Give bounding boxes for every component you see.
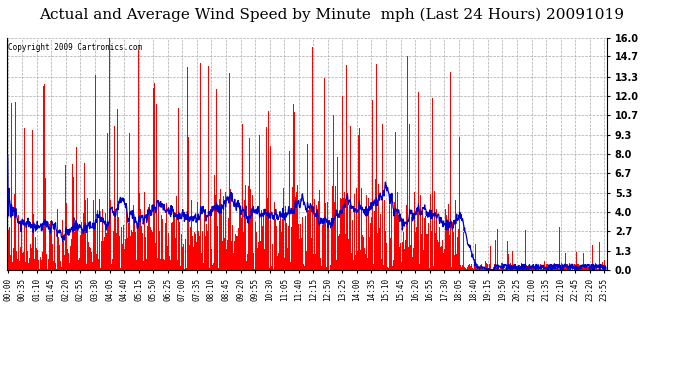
Text: Actual and Average Wind Speed by Minute  mph (Last 24 Hours) 20091019: Actual and Average Wind Speed by Minute … [39, 8, 624, 22]
Text: Copyright 2009 Cartronics.com: Copyright 2009 Cartronics.com [8, 44, 142, 52]
